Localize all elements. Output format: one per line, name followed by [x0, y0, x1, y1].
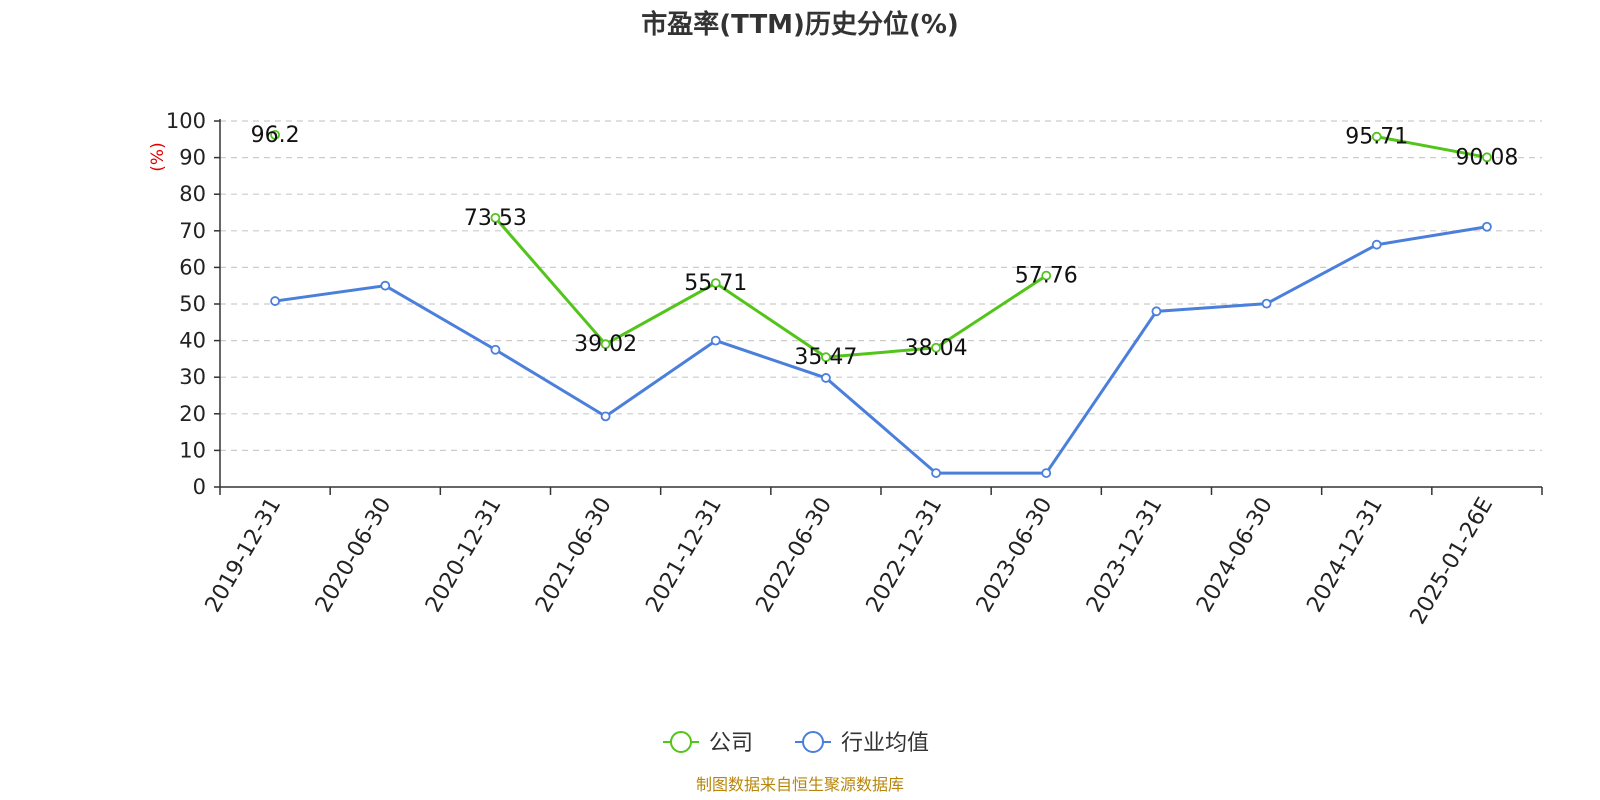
x-tick-label: 2020-12-31 — [421, 493, 507, 616]
x-tick-label: 2023-12-31 — [1082, 494, 1168, 617]
data-label: 35.47 — [794, 345, 857, 370]
data-point — [490, 212, 501, 223]
y-tick-label: 40 — [179, 329, 206, 353]
data-point — [490, 344, 501, 355]
legend-label: 行业均值 — [841, 731, 929, 756]
axes — [219, 119, 1542, 488]
data-label: 90.08 — [1455, 145, 1518, 170]
data-label: 95.71 — [1345, 125, 1408, 150]
data-point — [710, 335, 721, 346]
x-tick-label: 2022-12-31 — [862, 493, 948, 616]
y-axis: 0 10 20 30 40 50 60 70 80 90 100 — [166, 109, 220, 499]
data-point — [821, 373, 831, 383]
data-point — [1482, 221, 1492, 232]
data-point — [270, 296, 280, 306]
data-point — [1371, 131, 1382, 142]
y-tick-label: 10 — [179, 438, 206, 462]
series-line — [1376, 135, 1488, 159]
grid-lines — [220, 120, 1542, 451]
data-point — [931, 342, 941, 353]
data-label: 55.71 — [684, 271, 747, 296]
series-line — [494, 216, 1048, 359]
data-point — [600, 411, 611, 422]
x-tick-label: 2024-12-31 — [1302, 494, 1388, 617]
y-tick-label: 20 — [179, 402, 206, 426]
x-axis: 2019-12-31 2020-06-30 2020-12-31 2021-06-30… — [201, 487, 1543, 629]
data-point — [1482, 152, 1492, 163]
x-tick-label: 2024-06-30 — [1192, 494, 1278, 617]
series-line — [274, 225, 1488, 475]
data-label: 96.2 — [251, 123, 300, 148]
x-tick-label: 2021-06-30 — [531, 494, 617, 617]
y-tick-label: 0 — [193, 475, 206, 499]
data-label: 38.04 — [905, 336, 968, 361]
data-point — [710, 278, 721, 289]
legend: 公司 行业均值 — [663, 731, 929, 756]
data-point — [821, 352, 831, 363]
x-tick-label: 2021-12-31 — [641, 494, 727, 617]
legend-label: 公司 — [709, 731, 753, 756]
legend-marker — [802, 731, 824, 753]
data-label: 39.02 — [574, 332, 637, 357]
data-point — [1041, 270, 1052, 281]
data-point — [380, 280, 391, 291]
data-point — [931, 468, 941, 478]
data-label: 73.53 — [464, 206, 527, 231]
x-tick-label: 2025-01-26E — [1406, 494, 1499, 629]
y-tick-label: 30 — [179, 365, 206, 389]
data-label: 57.76 — [1015, 264, 1078, 289]
chart-title: 市盈率(TTM)历史分位(%) — [641, 9, 959, 40]
y-tick-label: 60 — [179, 255, 206, 279]
series-layer — [270, 130, 1492, 478]
legend-marker — [670, 731, 692, 753]
data-point — [1261, 298, 1272, 309]
x-tick-label: 2022-06-30 — [752, 494, 838, 617]
y-tick-label: 100 — [166, 109, 206, 133]
x-tick-label: 2023-06-30 — [972, 494, 1058, 617]
data-point — [600, 339, 611, 350]
y-axis-unit: (%) — [148, 142, 168, 171]
y-tick-label: 70 — [179, 219, 206, 243]
data-point — [270, 130, 280, 140]
y-tick-label: 50 — [179, 292, 206, 316]
data-labels: 96.2 73.53 39.02 55.71 35.47 38.04 57.76 95.71 9… — [251, 123, 1519, 370]
x-tick-label: 2019-12-31 — [201, 494, 287, 617]
x-tick-label: 2020-06-30 — [311, 494, 397, 617]
data-point — [1041, 468, 1052, 478]
data-point — [1371, 239, 1382, 250]
y-tick-label: 90 — [179, 146, 206, 170]
y-tick-label: 80 — [179, 182, 206, 206]
source-note: 制图数据来自恒生聚源数据库 — [696, 775, 904, 794]
data-point — [1151, 306, 1162, 317]
